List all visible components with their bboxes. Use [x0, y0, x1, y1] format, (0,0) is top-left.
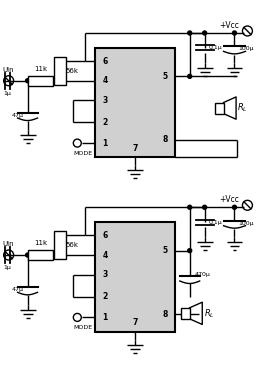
Bar [54, 57, 66, 85]
Text: 5: 5 [162, 72, 167, 81]
Circle shape [25, 253, 30, 257]
Text: 2: 2 [102, 118, 108, 127]
Text: 1: 1 [102, 139, 108, 147]
Text: $R_L$: $R_L$ [204, 307, 214, 320]
Bar [95, 48, 175, 157]
Text: MODE: MODE [74, 151, 93, 156]
Text: 3: 3 [102, 96, 108, 105]
Circle shape [203, 31, 207, 35]
Bar [95, 222, 175, 332]
Text: 5: 5 [162, 246, 167, 255]
Bar [28, 250, 53, 260]
Text: 2: 2 [102, 292, 108, 301]
Text: 0.1µ: 0.1µ [209, 45, 222, 50]
Circle shape [188, 74, 192, 78]
Text: +Vcc: +Vcc [220, 195, 240, 204]
Text: 6: 6 [102, 231, 108, 240]
Text: 3: 3 [102, 270, 108, 279]
Bar [181, 308, 190, 319]
Text: 8: 8 [162, 310, 167, 319]
Text: 11k: 11k [34, 240, 47, 246]
Text: 47µ: 47µ [12, 113, 24, 118]
Text: 6: 6 [102, 57, 108, 66]
Text: 100µ: 100µ [238, 221, 254, 226]
Bar [54, 231, 66, 259]
Text: 100µ: 100µ [238, 46, 254, 51]
Bar [215, 103, 224, 114]
Text: 1µ: 1µ [4, 91, 12, 96]
Text: 1µ: 1µ [4, 265, 12, 270]
Text: 7: 7 [132, 144, 138, 153]
Text: 0.1µ: 0.1µ [209, 220, 222, 225]
Text: 4: 4 [102, 76, 108, 85]
Text: 56k: 56k [65, 68, 78, 74]
Bar [28, 76, 53, 86]
Text: $R_L$: $R_L$ [237, 102, 248, 114]
Text: 8: 8 [162, 135, 167, 144]
Text: 56k: 56k [65, 242, 78, 248]
Text: Uin: Uin [3, 241, 14, 247]
Circle shape [203, 205, 207, 209]
Text: 1: 1 [102, 313, 108, 322]
Circle shape [188, 249, 192, 253]
Text: 11k: 11k [34, 66, 47, 72]
Text: 47µ: 47µ [12, 287, 24, 292]
Circle shape [188, 205, 192, 209]
Circle shape [233, 31, 237, 35]
Text: 470µ: 470µ [195, 272, 211, 277]
Text: 4: 4 [102, 250, 108, 260]
Circle shape [188, 31, 192, 35]
Circle shape [233, 205, 237, 209]
Text: 7: 7 [132, 318, 138, 327]
Text: +Vcc: +Vcc [220, 21, 240, 30]
Circle shape [25, 79, 30, 83]
Text: Uin: Uin [3, 67, 14, 73]
Text: MODE: MODE [74, 325, 93, 330]
